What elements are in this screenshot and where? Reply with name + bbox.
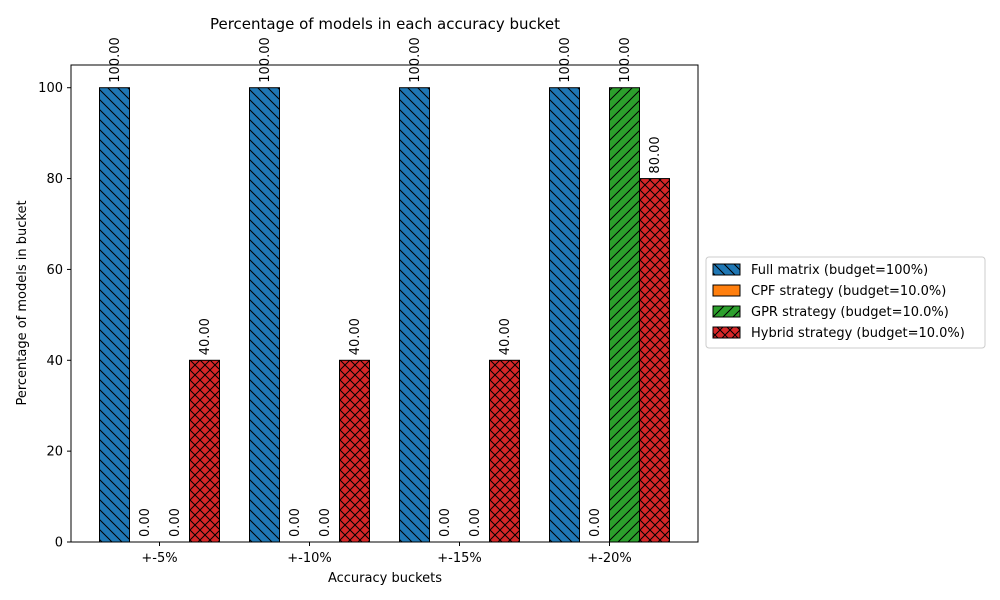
data-label: 0.00 — [138, 508, 153, 537]
bar — [99, 87, 130, 543]
data-label: 40.00 — [498, 318, 513, 355]
data-label: 100.00 — [408, 37, 423, 83]
x-tick-label: +-15% — [437, 551, 481, 566]
y-axis: 0 20 40 60 80 100 — [38, 81, 71, 551]
data-label: 0.00 — [288, 508, 303, 537]
bar — [249, 87, 280, 543]
x-axis-label: Accuracy buckets — [328, 571, 442, 586]
bar — [639, 178, 670, 543]
legend-entry: CPF strategy (budget=10.0%) — [712, 284, 946, 299]
legend-label: GPR strategy (budget=10.0%) — [751, 305, 949, 320]
legend: Full matrix (budget=100%) CPF strategy (b… — [705, 256, 986, 349]
data-label: 0.00 — [468, 508, 483, 537]
data-label: 40.00 — [198, 318, 213, 355]
data-label: 0.00 — [588, 508, 603, 537]
data-label: 0.00 — [168, 508, 183, 537]
x-tick-label: +-20% — [587, 551, 631, 566]
y-tick-label: 80 — [46, 172, 63, 187]
y-axis-label: Percentage of models in bucket — [15, 200, 30, 405]
data-label: 100.00 — [108, 37, 123, 83]
data-label: 100.00 — [558, 37, 573, 83]
data-label: 100.00 — [618, 37, 633, 83]
y-tick-label: 20 — [46, 445, 63, 460]
legend-entry: Full matrix (budget=100%) — [712, 263, 928, 278]
legend-frame — [705, 256, 986, 349]
data-label: 80.00 — [648, 136, 663, 173]
plot-area: 100.00 100.00 100.00 100.00 0.00 0.00 0.00 0.00… — [99, 37, 670, 543]
data-label: 0.00 — [318, 508, 333, 537]
data-label: 0.00 — [438, 508, 453, 537]
plot-frame — [70, 64, 699, 543]
x-tick-label: +-10% — [287, 551, 331, 566]
bar — [489, 359, 520, 543]
legend-entry: Hybrid strategy (budget=10.0%) — [712, 326, 965, 341]
x-axis: +-5% +-10% +-15% +-20% — [141, 542, 632, 566]
bar — [189, 359, 220, 543]
legend-label: Hybrid strategy (budget=10.0%) — [751, 326, 965, 341]
y-tick-label: 0 — [55, 536, 63, 551]
legend-label: Full matrix (budget=100%) — [751, 263, 928, 278]
bar — [549, 87, 580, 543]
y-tick-label: 100 — [38, 81, 63, 96]
data-label: 40.00 — [348, 318, 363, 355]
bar — [339, 359, 370, 543]
y-tick-label: 60 — [46, 263, 63, 278]
y-tick-label: 40 — [46, 354, 63, 369]
bar — [609, 87, 640, 543]
x-tick-label: +-5% — [141, 551, 177, 566]
legend-entry: GPR strategy (budget=10.0%) — [712, 305, 949, 320]
bar — [399, 87, 430, 543]
data-label: 100.00 — [258, 37, 273, 83]
chart-title: Percentage of models in each accuracy bu… — [210, 15, 560, 33]
legend-label: CPF strategy (budget=10.0%) — [751, 284, 946, 299]
